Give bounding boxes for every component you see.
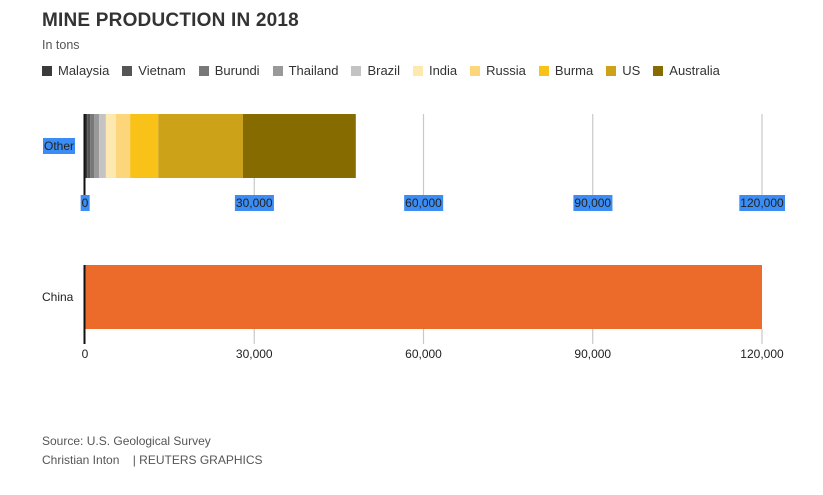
- credit-note: Christian Inton | REUTERS GRAPHICS: [42, 453, 263, 467]
- legend-label: Thailand: [288, 63, 339, 78]
- bar-thailand: [94, 114, 100, 178]
- legend-label: US: [622, 63, 641, 78]
- legend-label: Russia: [486, 63, 526, 78]
- x-tick-label: 30,000: [236, 196, 273, 210]
- selection-highlight: [234, 195, 274, 211]
- legend-swatch: [606, 65, 617, 76]
- bar-china: [85, 265, 762, 329]
- x-tick-label: 0: [82, 347, 89, 361]
- x-tick-label: 60,000: [405, 347, 442, 361]
- legend-label: Burundi: [214, 63, 260, 78]
- selection-highlight: [404, 195, 444, 211]
- legend-item-australia: Australia: [653, 63, 720, 78]
- legend-swatch: [198, 65, 209, 76]
- legend-item-russia: Russia: [470, 63, 526, 78]
- x-tick-label: 90,000: [574, 347, 611, 361]
- legend-swatch: [42, 65, 52, 76]
- bar-us: [158, 114, 243, 178]
- x-tick-label: 30,000: [236, 347, 273, 361]
- legend-swatch: [653, 65, 664, 76]
- legend-swatch: [122, 65, 133, 76]
- x-tick-label: 120,000: [740, 196, 784, 210]
- legend-swatch: [470, 65, 481, 76]
- selection-highlight: [739, 195, 786, 211]
- source-note: Source: U.S. Geological Survey: [42, 434, 211, 448]
- legend-label: Vietnam: [138, 63, 186, 78]
- x-tick-label: 120,000: [740, 347, 784, 361]
- legend-label: Australia: [669, 63, 720, 78]
- legend-label: Malaysia: [58, 63, 110, 78]
- chart-subtitle: In tons: [42, 38, 80, 52]
- legend-swatch: [538, 65, 549, 76]
- legend-item-thailand: Thailand: [272, 63, 339, 78]
- legend-item-brazil: Brazil: [351, 63, 400, 78]
- bar-vietnam: [87, 114, 91, 178]
- legend-swatch: [351, 65, 362, 76]
- legend-item-india: India: [412, 63, 458, 78]
- bar-brazil: [99, 114, 106, 178]
- legend-item-us: US: [606, 63, 640, 78]
- bar-india: [105, 114, 117, 178]
- chart-title: MINE PRODUCTION IN 2018: [42, 10, 299, 31]
- category-label: China: [42, 290, 74, 304]
- bar-russia: [116, 114, 131, 178]
- legend-item-malaysia: Malaysia: [42, 63, 109, 78]
- legend-swatch: [272, 65, 283, 76]
- category-label: Other: [44, 139, 74, 153]
- legend-item-burundi: Burundi: [198, 63, 260, 78]
- legend-swatch: [412, 65, 423, 76]
- legend: Malaysia Vietnam Burundi Thailand Brazil Indi…: [42, 63, 733, 78]
- legend-label: India: [428, 63, 458, 78]
- legend-item-vietnam: Vietnam: [122, 63, 186, 78]
- selection-highlight: [573, 195, 613, 211]
- x-tick-label: 0: [82, 196, 89, 210]
- legend-label: Burma: [554, 63, 594, 78]
- legend-label: Brazil: [367, 63, 400, 78]
- bar-australia: [242, 114, 356, 178]
- bar-malaysia: [85, 114, 88, 178]
- x-tick-label: 90,000: [574, 196, 611, 210]
- selection-highlight: [43, 138, 76, 154]
- bar-burma: [130, 114, 159, 178]
- legend-item-burma: Burma: [538, 63, 594, 78]
- selection-highlight: [80, 195, 90, 211]
- bar-burundi: [90, 114, 95, 178]
- x-tick-label: 60,000: [405, 196, 442, 210]
